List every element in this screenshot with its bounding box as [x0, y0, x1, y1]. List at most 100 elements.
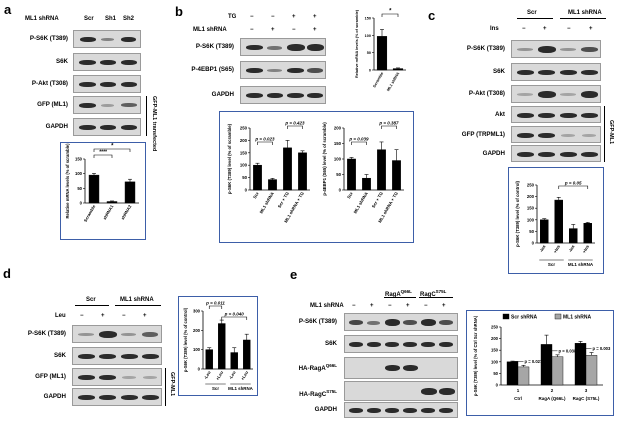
c-group-scr: Scr: [527, 10, 537, 16]
significance-label: p = 0.423: [284, 121, 305, 126]
y-axis-label: p-S6K (T389) level (% of control): [515, 180, 520, 246]
category-label: -Ins: [538, 243, 546, 253]
e-row-haragc: HA-RagCS75L: [299, 389, 337, 399]
d-leu-sign-3: −: [122, 313, 126, 319]
category-label: Ctrl: [514, 396, 522, 401]
e-group-raga: RagAQ66L: [385, 289, 412, 298]
b-quant-box: 0 50 100 150 200 250 p-S6K (T389) level (% of …: [219, 111, 414, 243]
bar: [268, 179, 277, 191]
significance-label: p = 0.038: [559, 348, 577, 353]
a-side-label: GFP-ML1 transfected: [151, 96, 157, 152]
y-tick-label: 100: [75, 171, 83, 176]
significance-label: p = 0.387: [378, 121, 399, 126]
group-label: ML1 shRNA: [568, 262, 594, 267]
y-tick-label: 150: [365, 17, 371, 21]
c-side-bracket: [604, 106, 605, 162]
bar: [540, 219, 549, 244]
d-group-scr: Scr: [86, 297, 96, 303]
b-row-ps6k: P-S6K (T389): [195, 43, 234, 50]
bar: [362, 177, 371, 191]
d-blot-gapdh: [72, 388, 162, 406]
c-group-ml1: ML1 shRNA: [568, 10, 602, 16]
y-axis-label: p-S6K (T389) level (% of scramble): [227, 123, 232, 194]
y-tick-label: 0: [369, 69, 371, 73]
category-label: +Ins: [581, 243, 590, 254]
y-tick-label: 150: [527, 206, 535, 211]
e-blot-ps6k: [344, 313, 458, 331]
d-leu-sign-2: +: [101, 313, 105, 319]
e-quant-box: 0 50 100 150 200 250 p-S6K (T389) level (% of …: [466, 310, 614, 416]
c-blot-akt: [511, 106, 601, 123]
legend-swatch: [554, 313, 562, 320]
y-tick-label: 250: [240, 126, 248, 131]
a-blot-s6k: [73, 53, 141, 71]
e-row-gapdh: GAPDH: [314, 406, 337, 413]
y-tick-label: 150: [240, 150, 248, 155]
panel-b-label: b: [175, 4, 183, 19]
bar: [583, 223, 592, 244]
d-group-ml1: ML1 shRNA: [120, 297, 154, 303]
c-row-akt: Akt: [495, 111, 505, 118]
y-tick-label: 250: [491, 325, 499, 330]
group-label: Scr: [212, 386, 219, 391]
b-shrna-sign-2: +: [271, 27, 275, 33]
d-blot-s6k: [72, 347, 162, 365]
y-tick-label: 0: [80, 201, 83, 206]
c-ps6k-chart: 0 50 100 150 200 250 p-S6K (T389) level (% of …: [515, 180, 595, 267]
c-ins-sign-3: −: [567, 26, 571, 32]
e-shrna-sign-1: −: [352, 303, 356, 309]
legend-swatch: [502, 313, 510, 320]
y-tick-label: 250: [527, 183, 535, 188]
bar: [230, 352, 238, 370]
category-label: ML1 shRNA: [386, 71, 400, 92]
group-label: ML1 shRNA: [228, 386, 253, 391]
d-leu-sign-1: −: [80, 313, 84, 319]
a-col-scr: Scr: [84, 16, 94, 22]
legend-label: ML1 shRNA: [563, 315, 591, 321]
b-shrna-sign-1: −: [250, 27, 254, 33]
e-blot-haragc: [344, 381, 458, 401]
significance-bracket: [93, 154, 113, 158]
c-row-gapdh: GAPDH: [482, 150, 505, 157]
significance-bracket: [93, 148, 131, 152]
a-mrna-chart-box: 0 50 100 150 Relative mRNA levels (% of scra…: [60, 142, 146, 240]
b-blot-ps6k: [240, 38, 326, 56]
y-tick-label: 100: [193, 347, 201, 352]
bar: [298, 152, 307, 191]
y-tick-label: 200: [193, 328, 201, 333]
significance-label: p = 0.011: [205, 301, 225, 306]
e-shrna-sign-5: −: [424, 303, 428, 309]
significance-bracket: [208, 305, 223, 309]
significance-label: p = 0.003: [593, 346, 611, 351]
panel-a-label: a: [4, 2, 12, 17]
significance-label: *: [111, 144, 114, 150]
bar: [551, 356, 564, 386]
a-row-gapdh: GAPDH: [45, 123, 68, 130]
category-label: Scr + TG: [371, 190, 385, 208]
y-tick-label: 100: [491, 359, 499, 364]
significance-label: p = 0.05: [564, 181, 582, 186]
a-shrna-label: ML1 shRNA: [25, 16, 59, 22]
e-group-ragc: RagCS75L: [420, 289, 447, 298]
c-ins-sign-4: +: [589, 26, 593, 32]
c-quant-box: 0 50 100 150 200 250 p-S6K (T389) level (% of …: [508, 167, 604, 274]
c-row-ps6k: P-S6K (T389): [466, 45, 505, 52]
y-tick-label: 0: [496, 383, 499, 388]
category-label: Scr: [346, 191, 354, 200]
significance-bracket: [257, 141, 273, 145]
a-row-pakt: P-Akt (T308): [31, 80, 68, 87]
y-tick-label: 100: [240, 163, 248, 168]
d-row-s6k: S6K: [53, 352, 66, 359]
bar: [88, 174, 100, 204]
significance-label: p = 0.039: [348, 137, 369, 142]
bar: [585, 355, 598, 386]
bar: [569, 228, 578, 244]
c-blot-gfp: [511, 126, 601, 143]
significance-label: p = 0.023: [254, 137, 275, 142]
significance-label: *: [389, 9, 392, 15]
bar: [377, 149, 386, 191]
category-label: RagC (S75L): [573, 396, 600, 401]
a-col-sh1: Sh1: [105, 16, 117, 22]
a-row-ps6k: P-S6K (T389): [29, 35, 68, 42]
e-blot-s6k: [344, 335, 458, 353]
